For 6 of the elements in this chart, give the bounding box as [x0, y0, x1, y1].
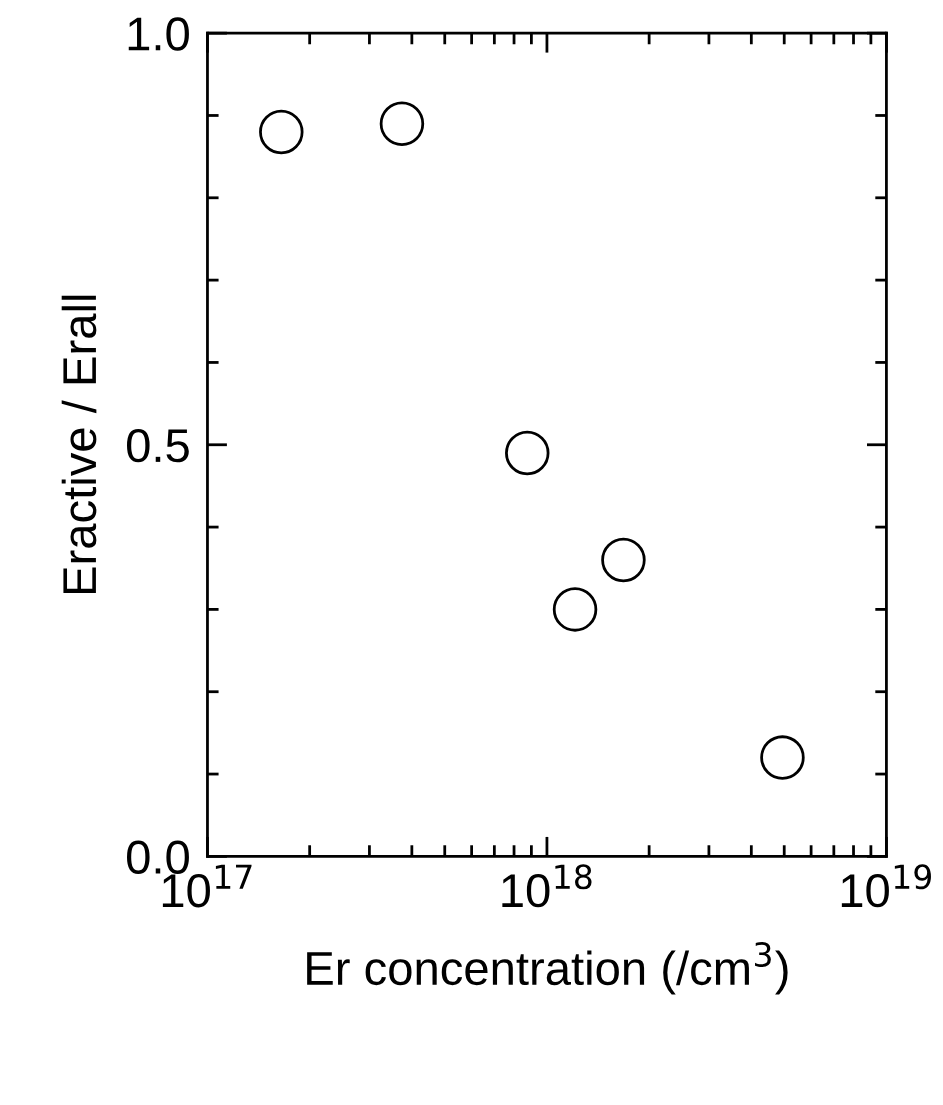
x-tick-label: 10$^{18}$: [502, 864, 592, 908]
y-tick-label: 1.0: [128, 17, 189, 51]
y-axis-title: Eractive / Erall: [61, 295, 97, 594]
y-tick-label: 0.5: [127, 428, 189, 463]
x-tick-label: 10$^{19}$: [841, 864, 931, 908]
x-axis-title: Er concentration (/cm$^{3}$): [307, 942, 788, 995]
